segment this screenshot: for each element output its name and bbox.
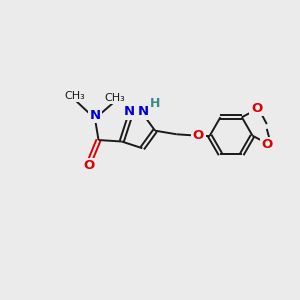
Text: CH₃: CH₃ bbox=[105, 93, 126, 103]
Text: O: O bbox=[193, 129, 204, 142]
Text: H: H bbox=[150, 97, 160, 110]
Text: N: N bbox=[138, 105, 149, 118]
Text: O: O bbox=[262, 138, 273, 151]
Text: N: N bbox=[124, 105, 135, 118]
Text: CH₃: CH₃ bbox=[64, 91, 85, 101]
Text: O: O bbox=[251, 102, 262, 115]
Text: O: O bbox=[84, 159, 95, 172]
Text: N: N bbox=[89, 109, 100, 122]
